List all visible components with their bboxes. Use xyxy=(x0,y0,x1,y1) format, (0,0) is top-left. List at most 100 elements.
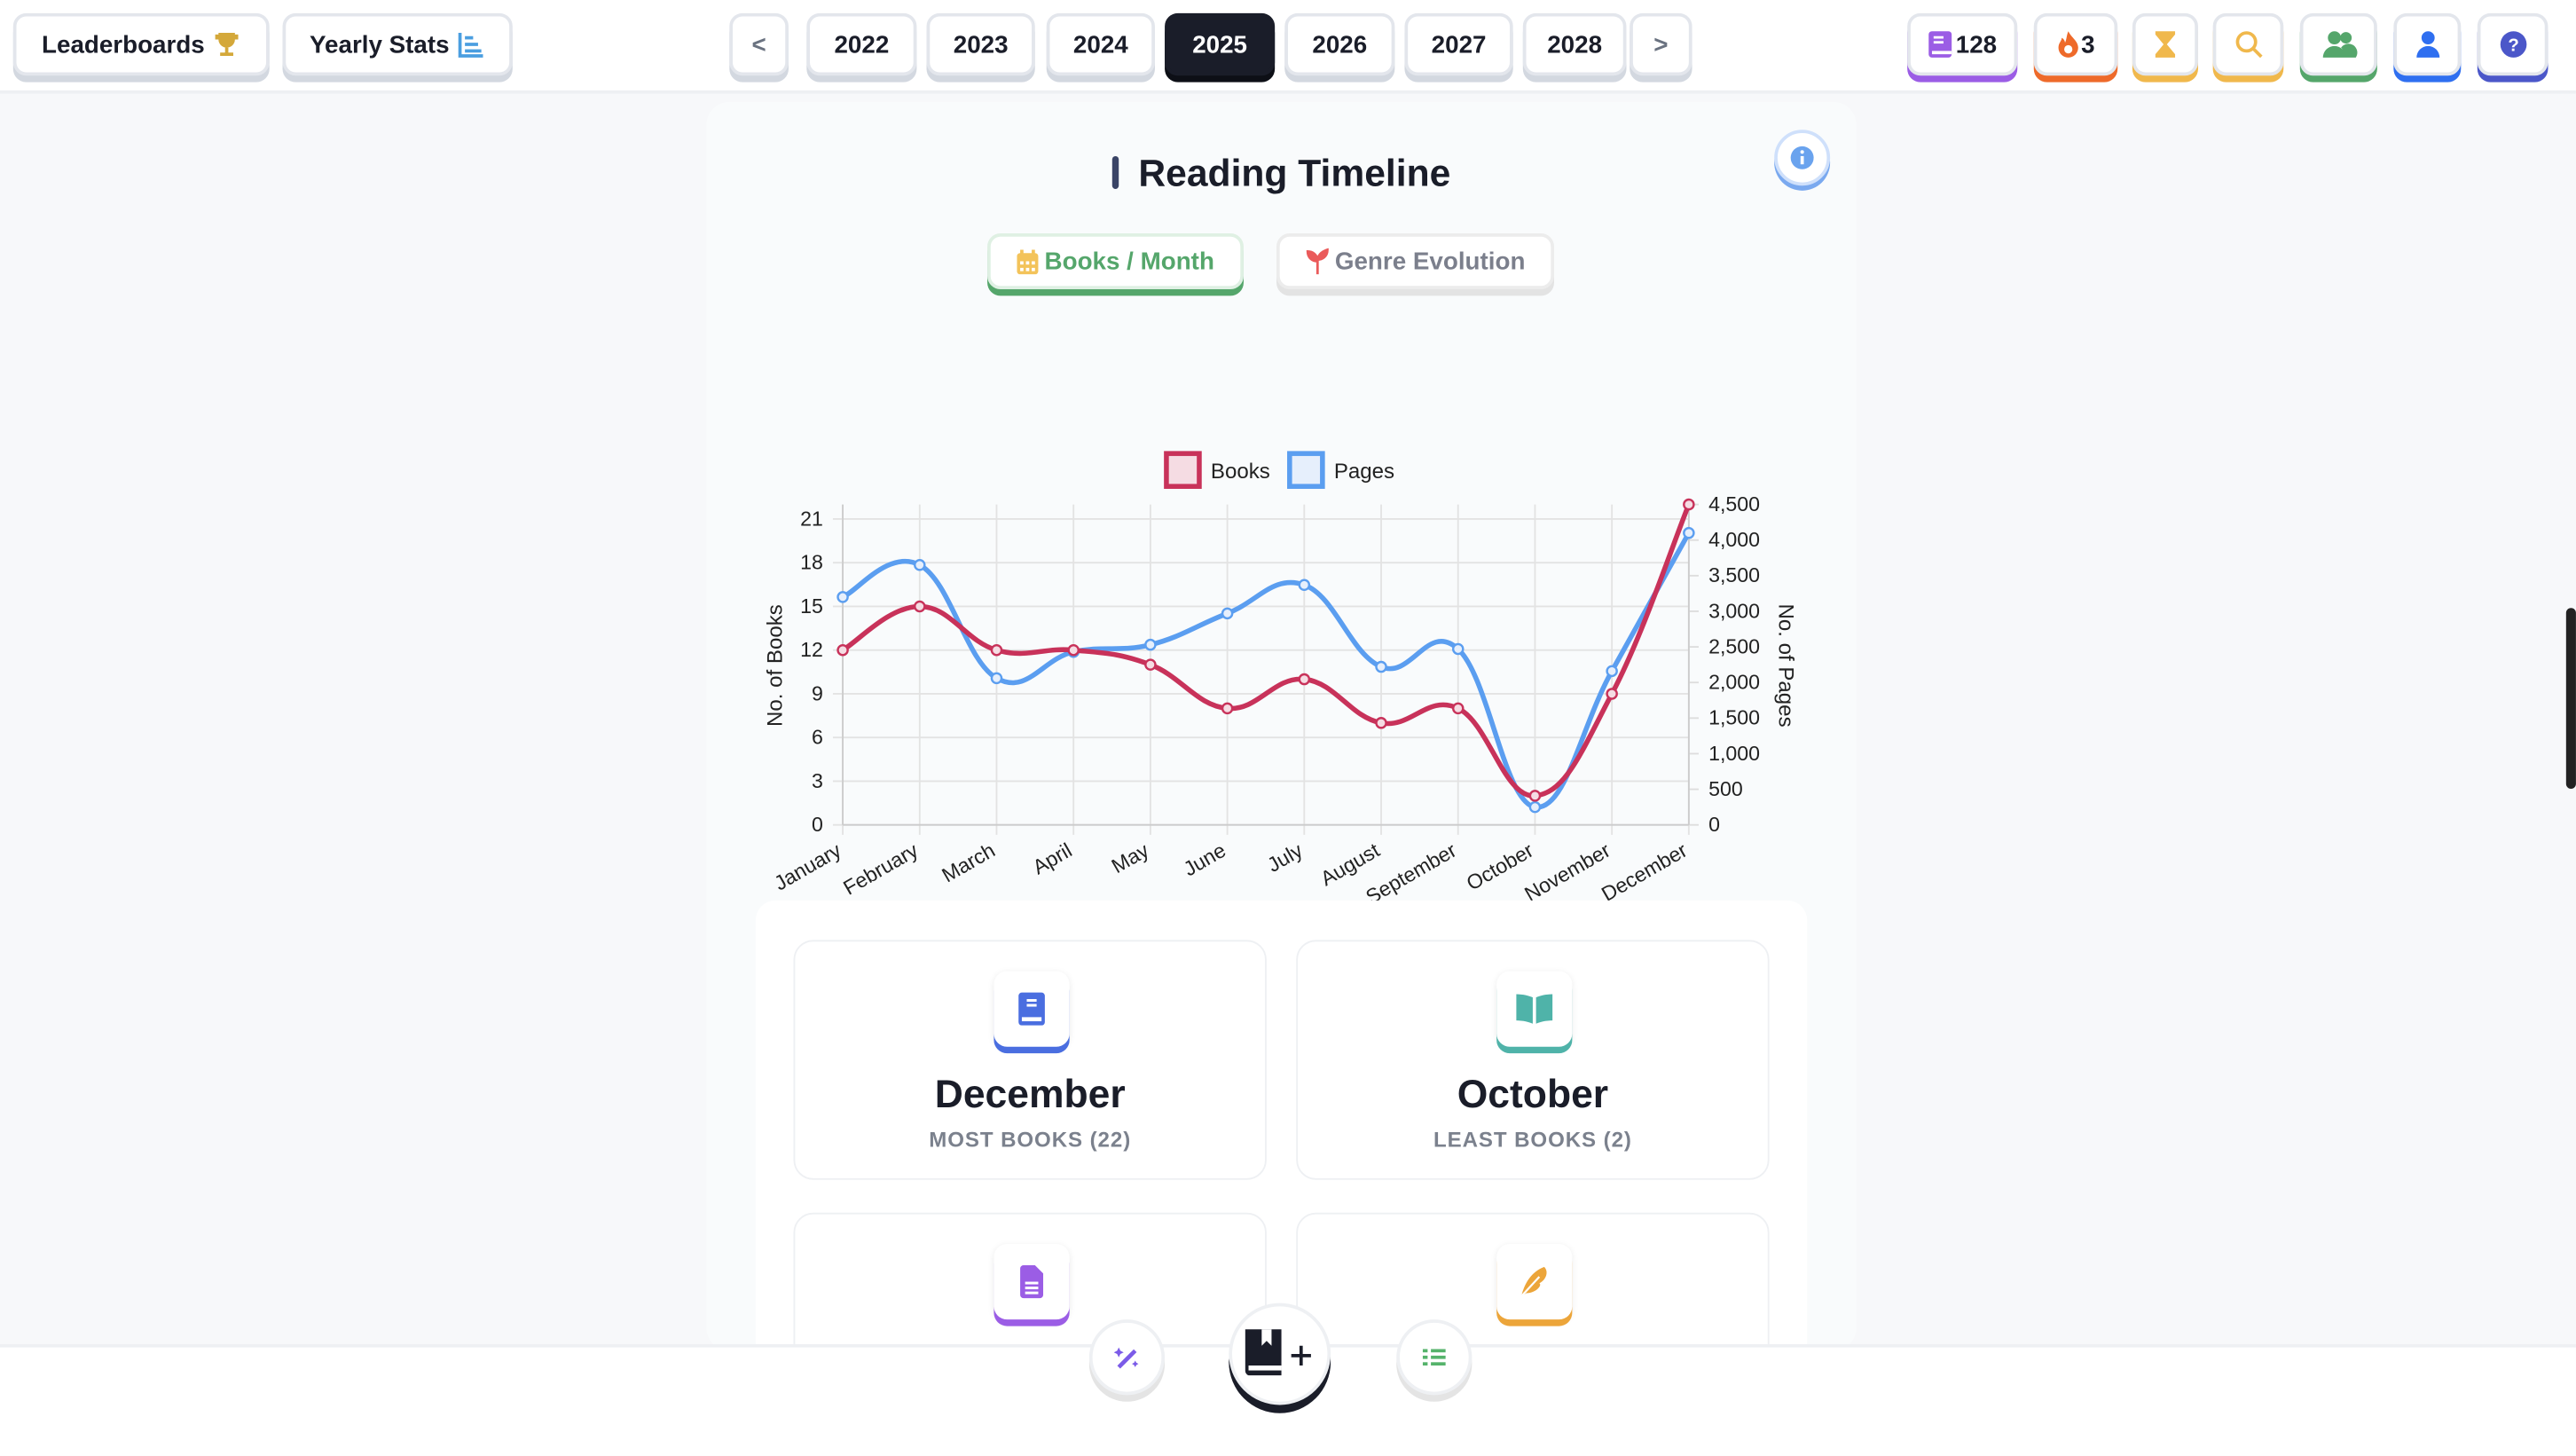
y-tick-label: 6 xyxy=(812,726,823,749)
y-tick-label: 21 xyxy=(800,507,823,530)
data-point xyxy=(1298,578,1311,592)
data-point xyxy=(1528,790,1542,802)
yearly-stats-button[interactable]: Yearly Stats xyxy=(282,12,513,76)
year-2025-button[interactable]: 2025 xyxy=(1165,12,1276,76)
x-tick-label: June xyxy=(1180,838,1229,881)
y-tick-label: 12 xyxy=(800,638,823,661)
data-point xyxy=(836,591,849,603)
search-button[interactable] xyxy=(2212,12,2284,76)
stat-label: LEAST BOOKS (2) xyxy=(1433,1127,1632,1153)
data-point xyxy=(1221,607,1234,620)
scrollbar[interactable] xyxy=(2565,608,2576,789)
friends-button[interactable] xyxy=(2299,12,2377,76)
trophy-icon xyxy=(214,33,238,56)
y-axis-title: No. of Books xyxy=(764,604,788,727)
year-2026-button[interactable]: 2026 xyxy=(1284,12,1395,76)
y2-tick-label: 4,000 xyxy=(1708,528,1760,551)
yearly-stats-label: Yearly Stats xyxy=(310,30,450,59)
data-point xyxy=(1221,702,1234,715)
year-2022-button[interactable]: 2022 xyxy=(806,12,917,76)
x-tick-label: March xyxy=(938,838,999,887)
data-point xyxy=(990,672,1003,685)
streak-count: 3 xyxy=(2081,30,2095,59)
prev-year-button[interactable]: < xyxy=(729,12,789,76)
streak-button[interactable]: 3 xyxy=(2033,12,2118,76)
reading-list-button[interactable] xyxy=(1396,1319,1473,1396)
y-tick-label: 9 xyxy=(812,681,823,704)
stat-icon-badge xyxy=(1496,971,1573,1047)
data-point xyxy=(1451,642,1465,656)
top-bar: Leaderboards Yearly Stats < 2022 2023 2024… xyxy=(0,0,2576,94)
y2-tick-label: 3,500 xyxy=(1708,563,1760,586)
stat-card: December MOST BOOKS (22) xyxy=(793,940,1267,1180)
magic-button[interactable] xyxy=(1088,1319,1166,1396)
book-icon xyxy=(1929,31,1953,58)
next-year-button[interactable]: > xyxy=(1630,12,1692,76)
year-2023-button[interactable]: 2023 xyxy=(926,12,1035,76)
legend-label: Pages xyxy=(1334,460,1394,484)
stat-label: MOST BOOKS (22) xyxy=(929,1127,1132,1153)
svg-text:?: ? xyxy=(2507,35,2517,55)
x-tick-label: December xyxy=(1598,838,1692,906)
page-title: Reading Timeline xyxy=(706,151,1856,195)
x-tick-label: November xyxy=(1520,838,1614,906)
leaderboards-button[interactable]: Leaderboards xyxy=(12,12,270,76)
data-point xyxy=(1144,658,1157,671)
data-point xyxy=(1606,688,1618,700)
tab-label: Books / Month xyxy=(1044,247,1214,276)
y-tick-label: 3 xyxy=(812,769,823,792)
year-2027-button[interactable]: 2027 xyxy=(1404,12,1513,76)
data-point xyxy=(1683,526,1695,539)
y2-tick-label: 2,500 xyxy=(1708,634,1760,657)
books-count: 128 xyxy=(1955,30,1998,59)
tab-books-month[interactable]: Books / Month xyxy=(987,232,1244,289)
book-icon xyxy=(1018,992,1045,1026)
year-2024-button[interactable]: 2024 xyxy=(1046,12,1155,76)
stat-icon-badge xyxy=(993,971,1070,1047)
series-line-pages xyxy=(841,531,1692,810)
calendar-icon xyxy=(1017,248,1039,274)
y2-axis-title: No. of Pages xyxy=(1774,603,1798,727)
data-point xyxy=(914,559,926,571)
legend-swatch xyxy=(1164,451,1202,489)
add-book-button[interactable] xyxy=(1229,1303,1331,1405)
reading-timeline-panel: Reading Timeline Books / Month Genre Evo… xyxy=(706,101,1857,1453)
data-point xyxy=(1298,673,1311,686)
y2-tick-label: 1,500 xyxy=(1708,706,1760,729)
user-icon xyxy=(2415,31,2439,58)
help-icon: ? xyxy=(2499,31,2526,58)
y2-tick-label: 4,500 xyxy=(1708,492,1760,516)
help-button[interactable]: ? xyxy=(2477,12,2549,76)
data-point xyxy=(836,643,849,657)
y2-tick-label: 1,000 xyxy=(1708,742,1760,765)
legend-label: Books xyxy=(1211,460,1270,484)
y2-tick-label: 0 xyxy=(1708,813,1720,836)
users-icon xyxy=(2321,31,2357,58)
x-tick-label: May xyxy=(1108,838,1153,878)
data-point xyxy=(1067,643,1080,657)
profile-button[interactable] xyxy=(2393,12,2462,76)
x-tick-label: July xyxy=(1263,838,1307,877)
title-text: Reading Timeline xyxy=(1138,151,1451,194)
stat-icon-badge xyxy=(993,1243,1070,1320)
data-point xyxy=(1528,800,1542,814)
tab-label: Genre Evolution xyxy=(1334,247,1526,276)
data-point xyxy=(1606,665,1618,678)
data-point xyxy=(990,643,1003,657)
y2-tick-label: 500 xyxy=(1708,777,1743,800)
books-count-button[interactable]: 128 xyxy=(1907,12,2018,76)
feather-icon xyxy=(1519,1266,1547,1299)
legend-swatch xyxy=(1287,451,1325,489)
add-book-icon xyxy=(1245,1329,1311,1376)
stat-value: October xyxy=(1457,1073,1609,1118)
y2-tick-label: 2,000 xyxy=(1708,671,1760,694)
tab-genre-evolution[interactable]: Genre Evolution xyxy=(1276,232,1554,289)
stat-icon-badge xyxy=(1496,1243,1573,1320)
year-2028-button[interactable]: 2028 xyxy=(1522,12,1627,76)
y2-tick-label: 3,000 xyxy=(1708,599,1760,622)
data-point xyxy=(1375,717,1387,729)
timer-button[interactable] xyxy=(2132,12,2198,76)
data-point xyxy=(1144,638,1157,651)
hourglass-icon xyxy=(2155,31,2176,58)
info-button[interactable] xyxy=(1774,130,1831,186)
